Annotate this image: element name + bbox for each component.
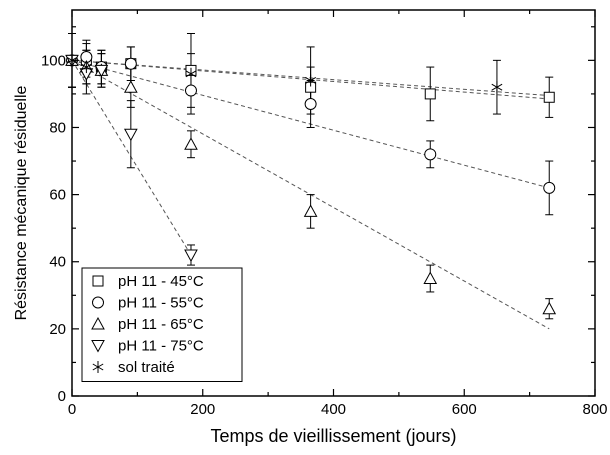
triangle-up-marker <box>303 204 318 217</box>
asterisk-stroke <box>305 77 317 84</box>
triangle-down-marker <box>123 128 138 142</box>
asterisk-marker <box>305 74 317 87</box>
fit-line <box>71 60 192 256</box>
triangle-up-marker <box>184 137 198 150</box>
asterisk-stroke <box>491 83 503 91</box>
legend-label: pH 11 - 65°C <box>118 316 204 333</box>
asterisk-stroke <box>92 363 104 371</box>
legend-label: pH 11 - 55°C <box>118 295 204 312</box>
y-tick-label: 0 <box>58 388 66 405</box>
circle-marker <box>543 181 556 194</box>
asterisk-marker <box>80 61 92 74</box>
legend-item: sol traité <box>92 359 175 376</box>
triangle-down-marker <box>184 249 198 263</box>
x-tick-label: 400 <box>321 401 346 418</box>
legend-item: pH 11 - 55°C <box>92 295 204 312</box>
triangle-up-marker <box>91 316 105 330</box>
circle-marker <box>424 148 437 161</box>
x-tick-label: 600 <box>452 401 477 418</box>
triangle-down-marker <box>94 64 109 78</box>
legend-item: pH 11 - 65°C <box>91 316 204 333</box>
x-tick-label: 200 <box>190 401 215 418</box>
circle-marker <box>304 97 317 110</box>
y-tick-label: 100 <box>41 52 66 69</box>
square-marker <box>92 275 104 287</box>
circle-marker <box>184 84 197 97</box>
axis-ticks: 0 200 400 600 800 0 20 40 60 80 100 <box>41 10 608 418</box>
legend-item: pH 11 - 45°C <box>92 273 204 290</box>
y-tick-label: 60 <box>49 187 66 204</box>
asterisk-stroke <box>80 63 92 71</box>
asterisk-marker <box>185 67 197 80</box>
square-marker <box>424 88 436 100</box>
y-tick-label: 80 <box>49 119 66 136</box>
triangle-down-marker <box>91 340 105 353</box>
asterisk-stroke <box>185 70 197 78</box>
x-tick-label: 0 <box>68 401 76 418</box>
triangle-up-marker <box>542 301 557 315</box>
x-tick-label: 800 <box>582 401 607 418</box>
x-axis-title: Temps de vieillissement (jours) <box>210 426 456 446</box>
legend-label: pH 11 - 45°C <box>118 273 204 290</box>
legend-label: sol traité <box>118 359 175 376</box>
asterisk-marker <box>92 361 104 373</box>
square-marker <box>543 91 555 103</box>
legend-box <box>81 267 243 382</box>
triangle-up-marker <box>423 271 438 285</box>
y-tick-label: 20 <box>49 321 66 338</box>
y-axis-title: Résistance mécanique résiduelle <box>13 86 30 321</box>
circle-marker <box>124 57 137 70</box>
legend: pH 11 - 45°C pH 11 - 55°C pH 11 - 65°C pH 1… <box>81 267 243 382</box>
circle-marker <box>92 296 104 309</box>
legend-item: pH 11 - 75°C <box>91 338 204 355</box>
triangle-up-marker <box>123 80 138 93</box>
y-tick-label: 40 <box>49 254 66 271</box>
legend-label: pH 11 - 75°C <box>118 338 204 355</box>
asterisk-marker <box>491 81 503 94</box>
